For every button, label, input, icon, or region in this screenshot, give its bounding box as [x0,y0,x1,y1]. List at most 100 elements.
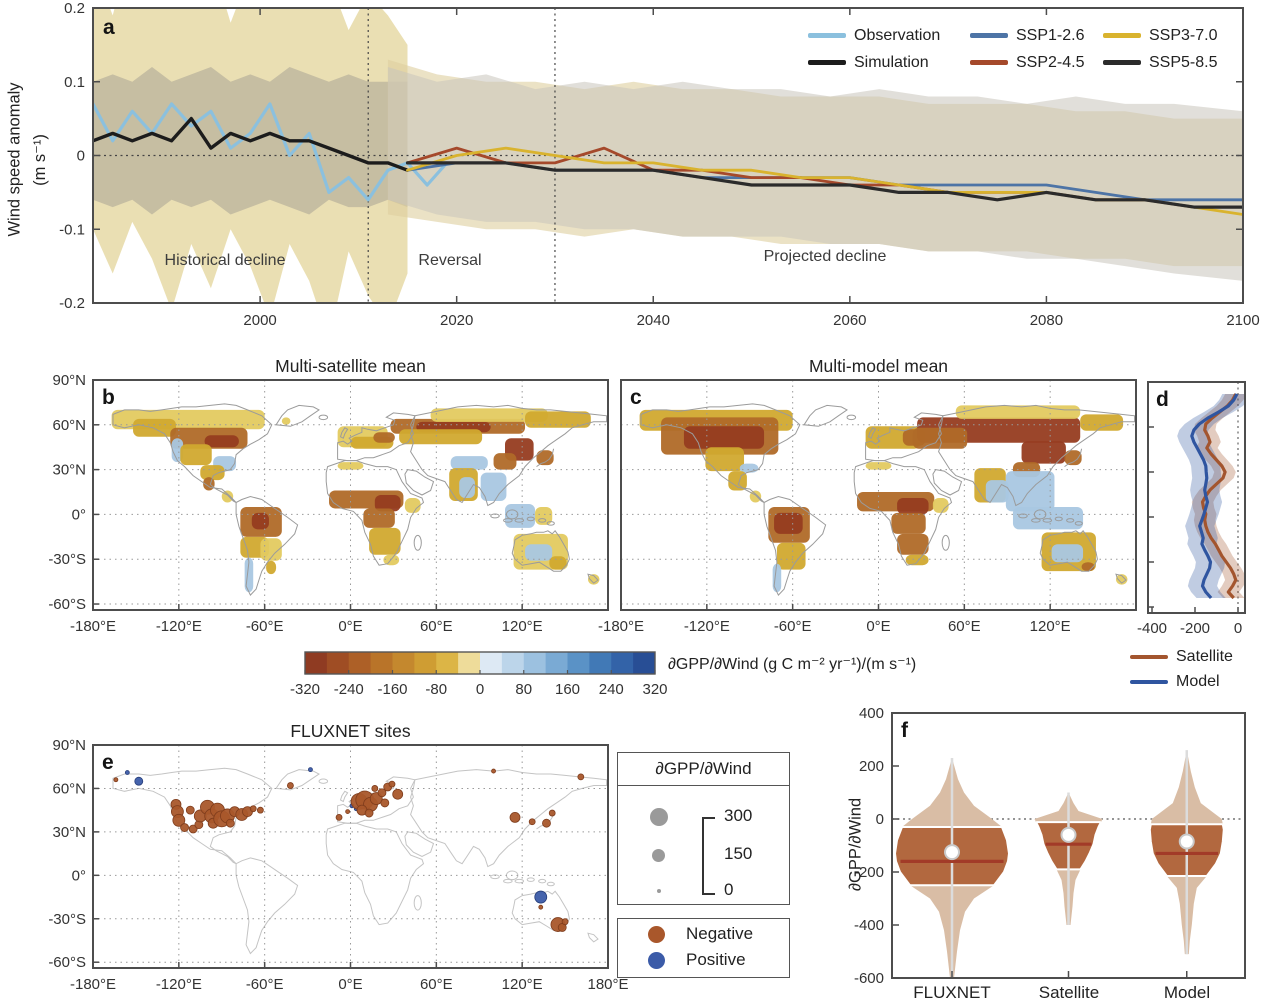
size-legend-circle-large [650,808,668,826]
coastline [235,857,299,955]
colorbar-segment [480,652,503,674]
fluxnet-site-negative [491,768,496,774]
tick-label: -240 [334,681,364,698]
fluxnet-site-negative [377,788,387,798]
legend-item-ssp370: SSP3-7.0 [1103,22,1263,49]
coastline [325,460,425,566]
tick-label: 60°E [420,976,453,993]
colorbar-label: ∂GPP/∂Wind (g C m⁻² yr⁻¹)/(m s⁻¹) [668,656,917,673]
coastline [410,404,608,507]
panel-c-title: Multi-model mean [808,356,949,376]
tick-label: 2100 [1226,312,1259,329]
tick-label: 90°N [52,372,86,389]
tick-label: -400 [1137,620,1167,637]
coastline [587,573,599,584]
coastline [932,469,963,496]
coastline [318,778,329,784]
legend-label: SSP1-2.6 [1016,26,1085,44]
tick-label: 0 [476,681,484,698]
tick-label: -0.1 [59,221,85,238]
coastline [763,495,827,596]
sign-legend-negative-label: Negative [686,924,754,943]
coastline [587,932,599,943]
sign-legend-positive-label: Positive [686,950,746,969]
tick-label: -180°E [598,618,644,635]
colorbar-segment [370,652,393,674]
panel-f-letter: f [901,719,908,742]
tick-label: -400 [854,917,884,934]
coastline [339,427,349,439]
tick-label: -30°S [48,911,86,928]
category-fluxnet: FLUXNET [913,983,991,1002]
coastline [337,412,416,462]
legend-item-model: Model [1130,673,1233,691]
coastline [538,878,547,884]
tick-label: -60°S [48,596,86,613]
coastline [404,469,435,496]
tick-label: -120°E [156,976,202,993]
tick-label: -180°E [70,618,116,635]
size-legend-value-150: 150 [724,844,753,863]
map-data-patch [739,463,759,473]
coastline [318,414,329,421]
coastline [511,890,570,931]
coastline [526,516,535,522]
colorbar-segment [589,652,612,674]
map-data-patch [180,444,212,466]
tick-label: 160 [555,681,580,698]
coastline [503,518,513,523]
tick-label: 400 [859,705,884,722]
simulation-line-swatch [808,60,846,65]
ssp126-line-swatch [970,33,1008,38]
map-data-patch [536,450,554,466]
map-data-patch [955,405,1081,419]
tick-label: 0°E [866,618,890,635]
fluxnet-site-negative [345,809,351,815]
tick-label: 30°N [52,462,86,479]
tick-label: -60°E [774,618,812,635]
panel-b-title: Multi-satellite mean [275,356,426,376]
annotation-projected-decline: Projected decline [763,248,887,265]
map-data-patch [260,538,282,561]
size-legend-title: ∂GPP/∂Wind [618,753,789,786]
map-data-patch [705,447,745,472]
tick-label: 60°E [420,618,453,635]
coastline [941,534,950,551]
coastline [1042,518,1053,523]
annotation-historical-decline: Historical decline [164,252,286,269]
colorbar-segment [545,652,568,674]
tick-label: 2040 [637,312,670,329]
legend-item-ssp585: SSP5-8.5 [1103,49,1263,76]
map-data-patch [363,508,395,528]
map-data-patch [200,465,225,481]
coastline [413,534,422,551]
legend-item-ssp126: SSP1-2.6 [970,22,1103,49]
map-data-patch [535,506,553,525]
coastline [325,822,425,926]
tick-label: -0.2 [59,295,85,312]
panel-c-letter: c [630,386,642,409]
coastline [536,448,555,468]
size-legend-value-300: 300 [724,806,753,825]
coastline [865,412,944,462]
coastline [846,414,857,421]
map-model [621,380,1136,610]
tick-label: -180°E [70,976,116,993]
legend-item-simulation: Simulation [808,49,970,76]
positive-dot [648,952,665,969]
legend-label: SSP5-8.5 [1149,53,1218,71]
sign-legend-box: Negative Positive [617,918,790,978]
map-data-patch [749,490,762,503]
uncertainty-band [387,67,1243,281]
coastline [1115,573,1127,584]
panel-a-plot-area [93,8,1243,303]
map-data-patch [1080,414,1124,431]
size-legend-circle-small [657,889,661,893]
panel-a-ylabel-units: (m s⁻¹) [31,134,49,186]
fluxnet-site-negative [538,904,544,910]
map-data-patch [932,497,949,513]
panel-d-frame [1147,381,1246,614]
map-data-patch [897,533,929,555]
category-satellite: Satellite [1038,983,1100,1002]
